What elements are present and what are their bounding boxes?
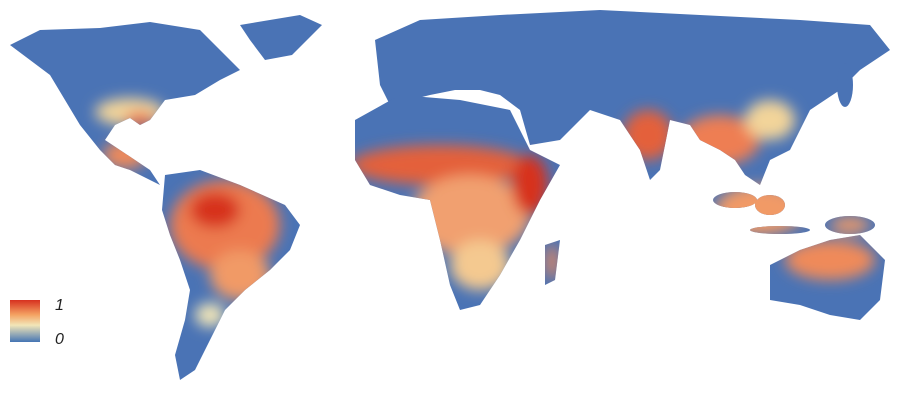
land (10, 10, 890, 380)
legend: 1 0 (10, 297, 64, 348)
legend-min: 0 (55, 331, 64, 348)
legend-max: 1 (55, 297, 64, 314)
legend-scale (10, 300, 40, 342)
